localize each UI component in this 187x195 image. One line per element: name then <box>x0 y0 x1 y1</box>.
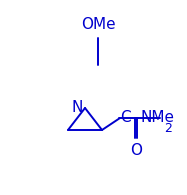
Text: N: N <box>72 100 83 115</box>
Text: 2: 2 <box>164 122 172 135</box>
Text: OMe: OMe <box>81 17 115 32</box>
Text: C: C <box>120 111 131 126</box>
Text: O: O <box>130 143 142 158</box>
Text: NMe: NMe <box>141 111 175 126</box>
